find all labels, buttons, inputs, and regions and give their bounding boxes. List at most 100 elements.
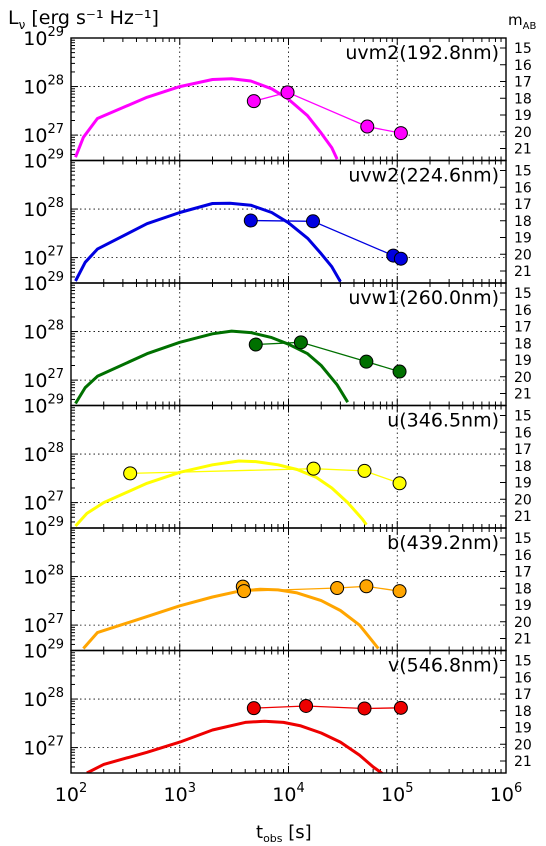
y-tick-label: 1029 — [23, 515, 64, 540]
y-tick-label: 1027 — [23, 490, 64, 515]
data-point — [360, 119, 375, 134]
filter-label: uvw2(224.6nm) — [348, 165, 499, 187]
data-line — [253, 705, 401, 710]
x-tick-label: 106 — [490, 781, 522, 806]
x-tick-label: 102 — [55, 781, 87, 806]
data-point — [306, 461, 321, 476]
y-tick-label: 1027 — [23, 122, 64, 147]
data-point — [248, 337, 263, 352]
data-line — [250, 219, 402, 260]
data-point — [246, 94, 261, 109]
y-tick-label: 1027 — [23, 367, 64, 392]
right-tick-label: 18 — [514, 91, 532, 107]
right-tick-label: 20 — [514, 737, 532, 753]
right-tick-label: 20 — [514, 615, 532, 631]
x-tick-labels: 102 103 104 105 106 — [55, 781, 522, 806]
y-tick-label: 1029 — [23, 393, 64, 418]
right-tick-label: 19 — [514, 476, 532, 492]
panel-frame — [70, 649, 507, 774]
x-tick-label: 105 — [381, 781, 413, 806]
right-tick-label: 15 — [514, 409, 532, 425]
y-tick-label: 1028 — [23, 564, 64, 589]
right-tick-label: 19 — [514, 598, 532, 614]
y-tick-label: 1029 — [23, 148, 64, 173]
right-tick-label: 20 — [514, 247, 532, 263]
x-axis-label: tobs [s] — [256, 822, 312, 845]
y-axis-label: Lν [erg s⁻¹ Hz⁻¹] — [8, 7, 159, 32]
data-point — [243, 213, 258, 228]
data-point — [293, 335, 308, 350]
data-point — [357, 463, 372, 478]
model-curve — [74, 329, 349, 405]
data-point — [237, 584, 252, 599]
filter-label: uvw1(260.0nm) — [348, 287, 499, 309]
model-curve — [74, 201, 342, 283]
model-curve — [74, 459, 368, 528]
right-tick-label: 17 — [514, 320, 532, 336]
right-tick-label: 19 — [514, 353, 532, 369]
data-point — [393, 700, 408, 715]
right-tick-label: 20 — [514, 370, 532, 386]
filter-label: b(439.2nm) — [387, 532, 499, 554]
y-tick-label: 1029 — [23, 25, 64, 50]
right-tick-label: 16 — [514, 180, 532, 196]
right-tick-label: 17 — [514, 442, 532, 458]
model-curve — [74, 77, 339, 160]
right-tick-label: 21 — [514, 754, 532, 770]
y-tick-label: 1027 — [23, 612, 64, 637]
right-tick-label: 17 — [514, 197, 532, 213]
y-tick-label: 1028 — [23, 74, 64, 99]
y-tick-label: 1028 — [23, 441, 64, 466]
data-point — [246, 701, 261, 716]
right-tick-label: 20 — [514, 492, 532, 508]
right-tick-label: 15 — [514, 286, 532, 302]
y-tick-label: 1029 — [23, 638, 64, 663]
right-tick-label: 21 — [514, 264, 532, 280]
y-tick-label: 1029 — [23, 270, 64, 295]
right-tick-label: 16 — [514, 425, 532, 441]
y-tick-label: 1028 — [23, 686, 64, 711]
data-point — [393, 251, 408, 266]
x-tick-label: 103 — [164, 781, 196, 806]
right-tick-label: 18 — [514, 704, 532, 720]
right-tick-label: 16 — [514, 58, 532, 74]
right-tick-label: 18 — [514, 336, 532, 352]
right-tick-label: 16 — [514, 303, 532, 319]
right-tick-label: 15 — [514, 41, 532, 57]
data-point — [393, 126, 408, 141]
data-line — [255, 341, 400, 373]
data-point — [392, 364, 407, 379]
right-tick-label: 21 — [514, 387, 532, 403]
data-point — [392, 476, 407, 491]
data-point — [306, 214, 321, 229]
data-point — [357, 701, 372, 716]
right-tick-label: 18 — [514, 581, 532, 597]
right-tick-label: 15 — [514, 654, 532, 670]
x-tick-label: 104 — [272, 781, 304, 806]
right-tick-label: 15 — [514, 164, 532, 180]
right-tick-label: 18 — [514, 459, 532, 475]
right-tick-label: 17 — [514, 687, 532, 703]
right-tick-label: 21 — [514, 142, 532, 158]
right-tick-label: 15 — [514, 531, 532, 547]
data-point — [359, 354, 374, 369]
data-line — [253, 91, 402, 134]
data-point — [392, 584, 407, 599]
data-point — [330, 581, 345, 596]
right-tick-label: 19 — [514, 231, 532, 247]
data-line — [130, 468, 400, 484]
right-tick-label: 19 — [514, 721, 532, 737]
data-point — [123, 466, 138, 481]
y-tick-label: 1027 — [23, 735, 64, 760]
y-tick-label: 1027 — [23, 245, 64, 270]
right-tick-label: 21 — [514, 509, 532, 525]
data-point — [280, 85, 295, 100]
right-axis-label: mAB — [508, 11, 536, 32]
